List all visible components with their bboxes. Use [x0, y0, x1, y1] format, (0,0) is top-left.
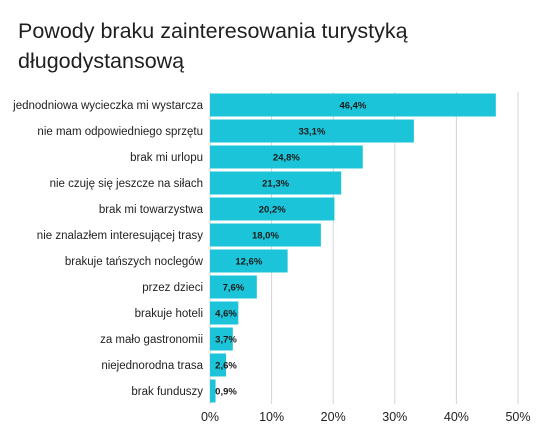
- bar: [210, 275, 257, 299]
- category-label: nie znalazłem interesującej trasy: [37, 230, 203, 242]
- bar: [210, 197, 335, 221]
- category-label: brakuje hoteli: [135, 308, 203, 320]
- bar: [210, 301, 239, 325]
- category-label: niejednorodna trasa: [101, 360, 203, 372]
- bar: [210, 119, 414, 143]
- category-label: brak mi towarzystwa: [99, 204, 204, 216]
- category-label: nie mam odpowiedniego sprzętu: [37, 126, 203, 138]
- bar: [210, 327, 233, 351]
- bar: [210, 145, 363, 169]
- category-label: nie czuję się jeszcze na siłach: [50, 178, 203, 190]
- category-label: brak mi urlopu: [130, 152, 203, 164]
- data-label: 33,1%: [298, 127, 325, 138]
- data-label: 4,6%: [215, 309, 237, 320]
- data-label: 18,0%: [252, 231, 279, 242]
- grid-lines: [209, 92, 519, 404]
- data-label: 12,6%: [235, 257, 262, 268]
- bar: [210, 353, 227, 377]
- category-label: przez dzieci: [142, 282, 203, 294]
- bar: [210, 171, 342, 195]
- category-label: jednodniowa wycieczka mi wystarcza: [12, 100, 203, 112]
- bar: [210, 93, 496, 117]
- category-labels: jednodniowa wycieczka mi wystarcza nie ma…: [12, 100, 204, 398]
- data-label: 0,9%: [215, 387, 237, 398]
- bars: [210, 93, 496, 403]
- x-tick-label: 30%: [382, 410, 407, 424]
- category-label: brak funduszy: [131, 386, 203, 398]
- data-label: 2,6%: [215, 361, 237, 372]
- bar: [210, 249, 288, 273]
- bar: [210, 223, 321, 247]
- x-tick-label: 20%: [321, 410, 346, 424]
- data-label: 21,3%: [262, 179, 289, 190]
- data-label: 24,8%: [273, 153, 300, 164]
- x-axis-ticks: 0% 10% 20% 30% 40% 50%: [201, 410, 531, 424]
- x-tick-label: 10%: [259, 410, 284, 424]
- category-label: brakuje tańszych noclegów: [65, 256, 204, 268]
- x-tick-label: 40%: [444, 410, 469, 424]
- x-tick-label: 0%: [201, 410, 219, 424]
- data-label: 46,4%: [339, 101, 366, 112]
- data-label: 20,2%: [259, 205, 286, 216]
- category-label: za mało gastronomii: [100, 334, 203, 346]
- x-tick-label: 50%: [505, 410, 530, 424]
- data-label: 3,7%: [215, 335, 237, 346]
- data-label: 7,6%: [223, 283, 245, 294]
- chart-title: Powody braku zainteresowania turystyką d…: [18, 19, 408, 73]
- bar: [210, 379, 216, 403]
- data-labels: 46,4% 33,1% 24,8% 21,3% 20,2% 18,0% 12,6% 7,6% 4…: [215, 101, 367, 398]
